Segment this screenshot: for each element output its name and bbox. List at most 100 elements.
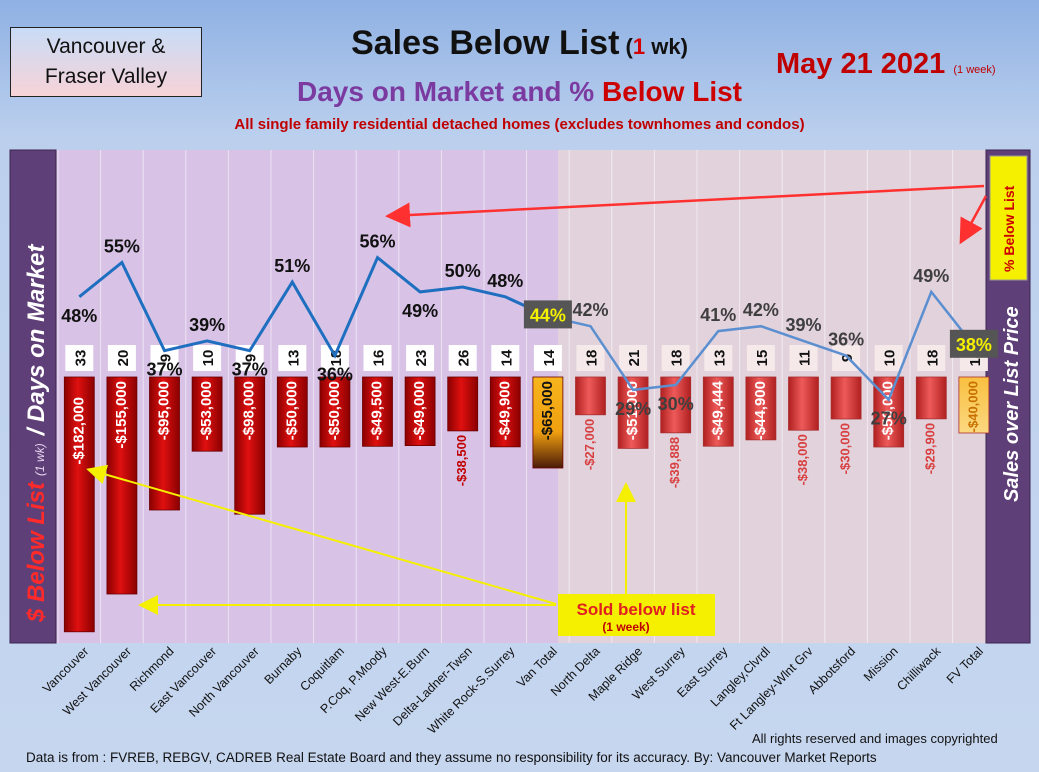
pct-label: 56% <box>359 232 395 252</box>
dom-box <box>107 345 136 371</box>
region-box: Vancouver & Fraser Valley <box>10 27 202 97</box>
bar <box>788 376 819 431</box>
title-paren-open: ( <box>619 34 633 59</box>
dom-box <box>576 345 605 371</box>
bar-value-label: -$30,000 <box>838 423 853 474</box>
pct-label: 49% <box>913 266 949 286</box>
van-pct-line <box>78 255 549 359</box>
category-label: New West-E.Burn <box>352 644 432 724</box>
scope-note: All single family residential detached h… <box>0 116 1039 133</box>
category-label: Delta-Ladner-Twsn <box>390 644 475 729</box>
pct-label: 30% <box>658 394 694 414</box>
pct-label: 37% <box>232 360 268 380</box>
report-date: May 21 2021 (1 week) <box>776 48 996 81</box>
pct-label: 39% <box>189 315 225 335</box>
footer-source: Data is from : FVREB, REBGV, CADREB Real… <box>26 750 877 765</box>
pct-lines <box>78 255 975 402</box>
dom-label: 18 <box>584 350 601 367</box>
dom-label: 15 <box>754 350 771 367</box>
pct-label: 29% <box>615 399 651 419</box>
dom-label: 16 <box>371 350 388 367</box>
dom-box <box>65 345 94 371</box>
pct-labels: 48% 55% 37% 39% 37% 51% 36% 56% 49% 50% 48% 44% 42% 2… <box>61 232 998 429</box>
sold-callout-label: Sold below list <box>576 600 695 619</box>
bar-value-label: -$44,900 <box>752 381 769 440</box>
dom-label: 20 <box>115 350 132 367</box>
left-axis-label-part-1: $ Below List <box>23 481 50 623</box>
category-label: White Rock-S.Surrey <box>425 644 518 737</box>
sold-arrow-1 <box>86 464 557 605</box>
dom-box <box>874 345 903 371</box>
dom-label: 9 <box>158 354 175 362</box>
left-axis-label: $ Below List (1 wk) / Days on Market <box>23 244 50 623</box>
dom-box <box>704 345 733 371</box>
dom-label: 26 <box>456 350 473 367</box>
fv-pct-line <box>547 289 975 402</box>
bar-value-label: -$53,000 <box>198 381 215 440</box>
bar <box>63 376 95 633</box>
pct-label: 50% <box>445 261 481 281</box>
dom-label: 23 <box>413 350 430 367</box>
dom-label: 13 <box>711 350 728 367</box>
bar-value-label: -$155,000 <box>113 381 130 449</box>
dom-box <box>661 345 690 371</box>
right-axis-label: Sales over List Price <box>1001 306 1023 502</box>
pct-label: 49% <box>402 301 438 321</box>
region-line-2: Fraser Valley <box>44 65 168 88</box>
title-main: Sales Below List <box>351 24 620 62</box>
dom-box <box>533 345 562 371</box>
bar <box>915 376 947 420</box>
dom-label: 33 <box>72 350 89 367</box>
bar-value-label: -$182,000 <box>70 397 87 465</box>
pct-label: 36% <box>828 330 864 350</box>
region-line-1: Vancouver & <box>46 35 166 58</box>
bar-value-label: -$51,000 <box>624 381 641 440</box>
dom-box <box>746 345 775 371</box>
bar <box>319 376 351 448</box>
bar-value-label: -$49,000 <box>411 381 428 440</box>
bar-value-label: -$50,000 <box>283 381 300 440</box>
dom-label: 11 <box>797 350 814 366</box>
title-paren-close: wk) <box>645 34 688 59</box>
pct-label: 42% <box>572 300 608 320</box>
subtitle-part-2: Below List <box>601 76 742 107</box>
note-main: All single family residential detached h… <box>234 116 551 133</box>
dom-box <box>789 345 818 371</box>
left-axis-label-small: (1 wk) <box>33 443 47 476</box>
dom-label: 14 <box>541 349 558 366</box>
category-label: Ft Langley-Wlnt Grv <box>727 644 816 733</box>
bar-value-label: -$95,000 <box>155 381 172 440</box>
bar <box>191 376 223 452</box>
dom-box <box>448 345 477 371</box>
dom-label: 10 <box>882 350 899 367</box>
gridlines <box>57 150 996 643</box>
bar-value-label: -$40,000 <box>965 381 980 432</box>
pct-label: 39% <box>785 315 821 335</box>
page-title: Sales Below List (1 wk) <box>0 24 1039 63</box>
dom-label: 18 <box>924 350 941 367</box>
footer-rights: All rights reserved and images copyright… <box>752 731 998 746</box>
bar-value-label: -$49,900 <box>496 381 513 440</box>
left-axis-panel <box>9 149 57 644</box>
left-axis-label-part-2: / Days on Market <box>23 244 50 437</box>
bar <box>575 376 606 416</box>
bar-value-label: -$27,000 <box>582 419 597 470</box>
category-label: FV Total <box>944 644 986 686</box>
subtitle-part-1: Days on Market and % <box>297 76 602 107</box>
bar <box>745 376 777 441</box>
pct-label: 38% <box>956 335 992 355</box>
dom-label: 14 <box>498 349 515 366</box>
bar-value-label: -$49,444 <box>709 380 726 440</box>
title-num: 1 <box>632 34 646 59</box>
dom-label: 9 <box>243 354 260 362</box>
dom-label: 13 <box>285 350 302 367</box>
bar-value-label: -$38,500 <box>454 435 469 486</box>
sold-callout-sub: (1 week) <box>602 620 649 634</box>
category-label: Chilliwack <box>894 644 944 694</box>
bar-value-label: -$49,500 <box>368 381 385 440</box>
bar <box>106 376 138 595</box>
bar <box>362 376 393 447</box>
bar <box>532 376 564 469</box>
